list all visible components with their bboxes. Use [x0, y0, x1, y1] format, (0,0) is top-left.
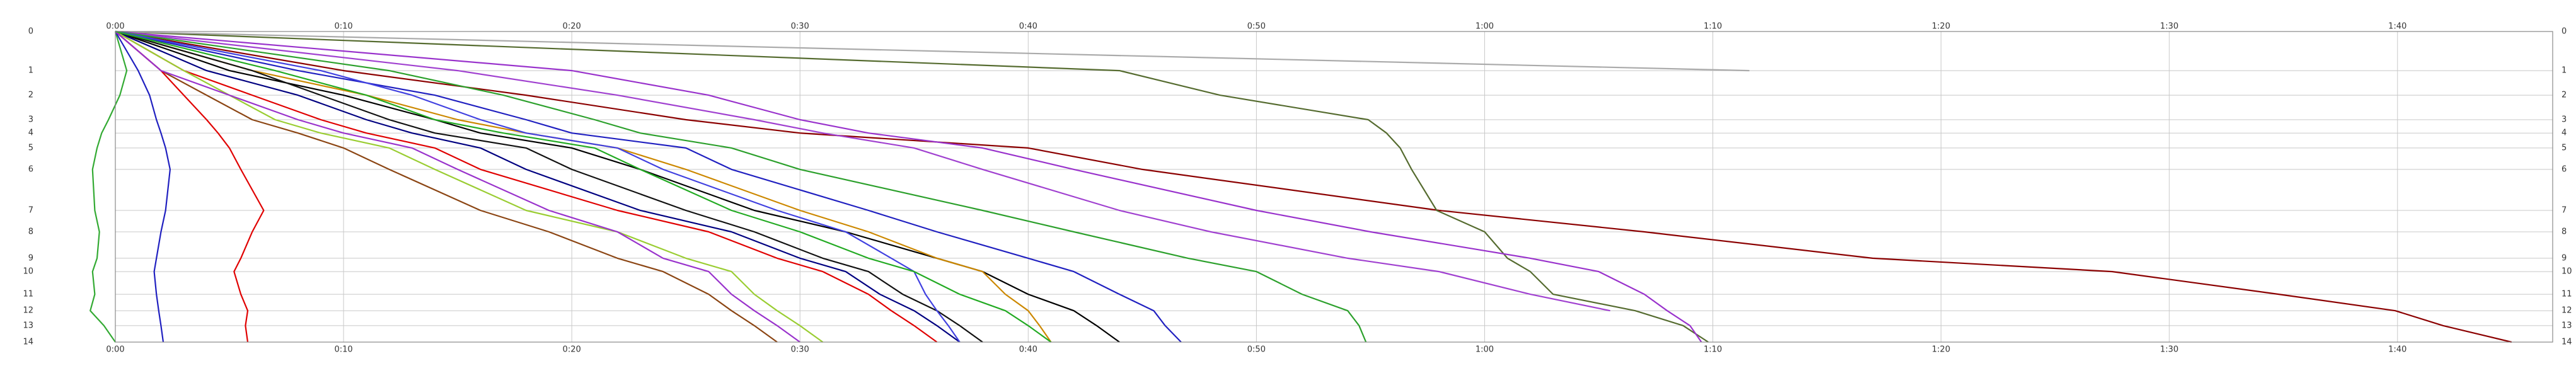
y-tick-label-left: 12 [23, 306, 33, 316]
y-tick-label-right: 2 [2562, 91, 2567, 100]
y-tick-label-right: 11 [2562, 290, 2572, 299]
x-tick-label-top: 1:00 [1476, 22, 1494, 32]
train-line [115, 30, 1052, 343]
train-line [115, 31, 778, 343]
y-tick-label-right: 4 [2562, 129, 2567, 138]
x-tick-label-top: 0:50 [1247, 22, 1266, 32]
train-line [115, 30, 983, 343]
x-tick-label-top: 0:40 [1019, 22, 1037, 32]
y-tick-label-left: 1 [28, 66, 33, 76]
train-line [115, 30, 1610, 312]
y-tick-label-right: 0 [2562, 27, 2567, 37]
train-line [115, 30, 1182, 343]
y-tick-label-left: 7 [28, 205, 33, 215]
train-line [90, 31, 128, 343]
x-tick-label-top: 1:10 [1704, 22, 1722, 32]
train-line [115, 30, 1367, 343]
train-line [115, 30, 961, 343]
y-tick-label-right: 3 [2562, 115, 2567, 125]
x-tick-label-bottom: 0:00 [106, 345, 124, 355]
train-line [115, 31, 265, 343]
y-tick-label-right: 6 [2562, 164, 2567, 174]
y-tick-label-right: 14 [2562, 338, 2572, 347]
plot-frame [115, 31, 2553, 343]
y-tick-label-left: 5 [28, 143, 33, 152]
y-tick-label-left: 6 [28, 164, 33, 174]
train-line [115, 30, 1709, 343]
y-tick-label-left: 11 [23, 290, 33, 299]
x-tick-label-bottom: 0:50 [1247, 345, 1266, 355]
x-tick-label-top: 0:30 [791, 22, 809, 32]
x-tick-label-bottom: 1:10 [1704, 345, 1722, 355]
y-tick-label-left: 3 [28, 115, 33, 125]
x-tick-label-bottom: 0:40 [1019, 345, 1037, 355]
train-line [115, 30, 1120, 343]
train-line [115, 31, 824, 343]
y-tick-label-left: 10 [23, 267, 33, 277]
y-tick-label-right: 10 [2562, 267, 2572, 277]
x-tick-label-bottom: 1:30 [2160, 345, 2178, 355]
x-tick-label-bottom: 1:20 [1932, 345, 1950, 355]
y-tick-label-left: 9 [28, 253, 33, 263]
y-tick-label-left: 2 [28, 91, 33, 100]
y-tick-label-right: 5 [2562, 143, 2567, 152]
y-tick-label-left: 4 [28, 129, 33, 138]
x-tick-label-bottom: 1:40 [2388, 345, 2406, 355]
x-tick-label-top: 0:00 [106, 22, 124, 32]
y-tick-label-right: 13 [2562, 321, 2572, 330]
y-tick-label-left: 14 [23, 338, 33, 347]
y-tick-label-right: 12 [2562, 306, 2572, 316]
train-line [115, 30, 1052, 343]
train-line [115, 31, 800, 343]
train-line [115, 30, 1702, 343]
train-line [115, 30, 2512, 343]
y-tick-label-right: 9 [2562, 253, 2567, 263]
train-lines [90, 30, 2512, 343]
x-tick-label-top: 0:10 [334, 22, 352, 32]
x-tick-label-top: 0:20 [563, 22, 581, 32]
y-tick-label-right: 1 [2562, 66, 2567, 76]
y-tick-label-right: 7 [2562, 205, 2567, 215]
x-tick-label-bottom: 0:20 [563, 345, 581, 355]
x-tick-label-bottom: 1:00 [1476, 345, 1494, 355]
y-tick-label-left: 0 [28, 27, 33, 37]
x-tick-label-top: 1:30 [2160, 22, 2178, 32]
labels: 0:00 0:00 0:10 0:10 0:20 0:20 0:30 0:30 0:40 0:40… [23, 22, 2572, 355]
train-line [115, 30, 961, 343]
train-line [115, 30, 1750, 72]
y-tick-label-left: 8 [28, 227, 33, 236]
y-tick-label-left: 13 [23, 321, 33, 330]
x-tick-label-top: 1:20 [1932, 22, 1950, 32]
x-tick-label-top: 1:40 [2388, 22, 2406, 32]
x-tick-label-bottom: 0:30 [791, 345, 809, 355]
train-line [115, 31, 171, 343]
y-tick-label-right: 8 [2562, 227, 2567, 236]
x-tick-label-bottom: 0:10 [334, 345, 352, 355]
train-line [115, 31, 938, 343]
